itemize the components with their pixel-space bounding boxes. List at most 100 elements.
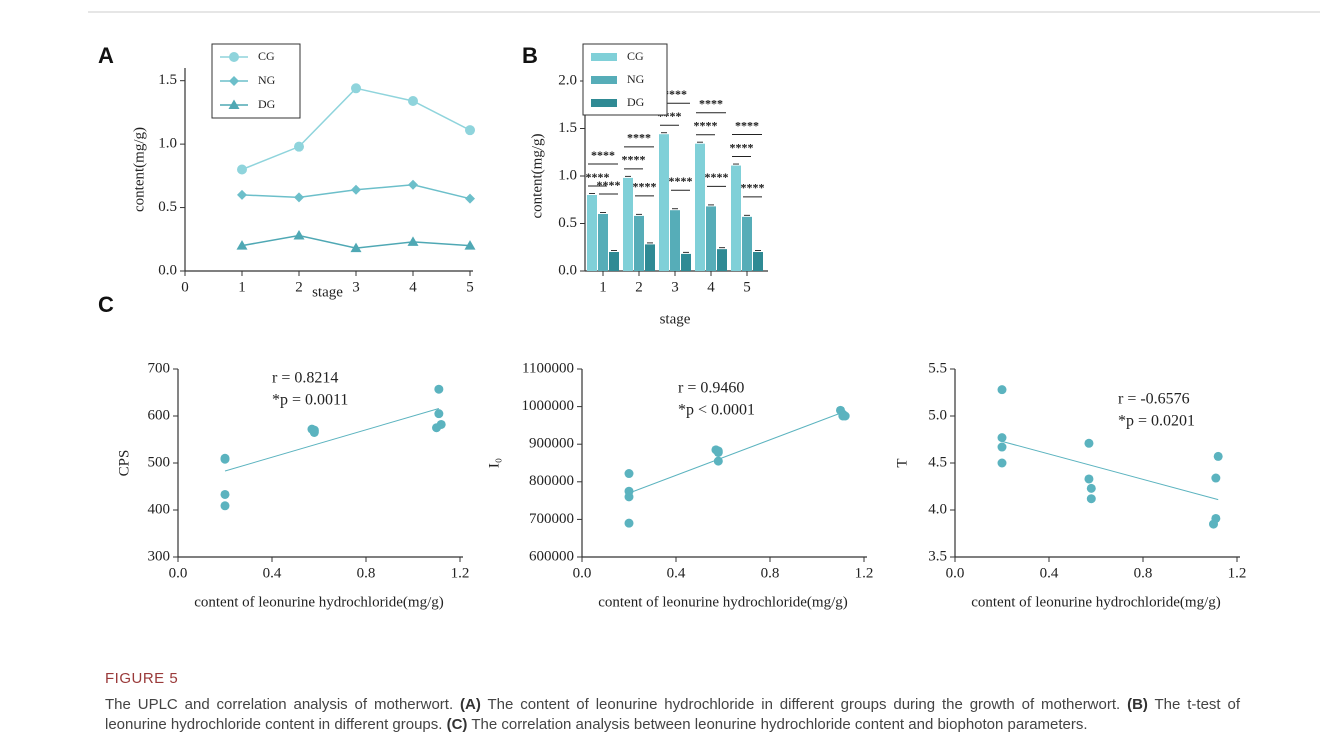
- bar: [623, 177, 633, 271]
- point: [434, 384, 444, 394]
- x-axis-label: stage: [312, 284, 343, 300]
- point: [1084, 438, 1094, 448]
- point: [1086, 494, 1096, 504]
- y-tick-label: 1.5: [158, 72, 177, 88]
- caption-text: The UPLC and correlation analysis of mot…: [105, 695, 1240, 735]
- figure-label: FIGURE 5: [105, 670, 179, 687]
- caption-part: The t-test of leonurine hydrochloride co…: [105, 696, 1240, 733]
- marker: [465, 125, 475, 136]
- marker: [408, 179, 418, 190]
- caption-part: (C): [446, 716, 468, 733]
- significance-label: ****: [730, 140, 754, 154]
- point: [624, 492, 634, 502]
- caption-part: (B): [1127, 696, 1148, 713]
- caption-part: (A): [460, 696, 481, 713]
- x-tick-label: 1.2: [451, 565, 470, 581]
- legend-swatch: [591, 99, 617, 107]
- y-axis-label: content(mg/g): [131, 127, 147, 212]
- caption-part: The content of leonurine hydrochloride i…: [480, 696, 1128, 713]
- y-tick-label: 800000: [529, 473, 574, 489]
- bar: [706, 206, 716, 271]
- y-tick-label: 3.5: [928, 548, 947, 564]
- point: [624, 469, 634, 479]
- x-axis-label: stage: [660, 311, 691, 327]
- significance-label: ****: [627, 131, 651, 145]
- marker: [228, 99, 240, 109]
- marker: [293, 229, 305, 240]
- x-tick-label: 4: [409, 279, 417, 295]
- x-tick-label: 2: [635, 279, 643, 295]
- y-axis-label: content(mg/g): [529, 134, 545, 219]
- point: [713, 447, 723, 457]
- significance-label: ****: [591, 148, 615, 162]
- bar: [695, 143, 705, 271]
- y-axis-label: I₀: [486, 458, 502, 468]
- marker: [407, 236, 419, 246]
- bar: [645, 244, 655, 271]
- x-tick-label: 5: [466, 279, 474, 295]
- x-tick-label: 0.4: [263, 565, 282, 581]
- y-tick-label: 400: [148, 501, 171, 517]
- caption-part: The correlation analysis between leonuri…: [467, 716, 1088, 733]
- x-tick-label: 0.4: [1040, 565, 1059, 581]
- y-tick-label: 700000: [529, 511, 574, 527]
- marker: [351, 83, 361, 94]
- bar: [587, 195, 597, 271]
- x-tick-label: 2: [295, 279, 303, 295]
- x-axis-label: content of leonurine hydrochloride(mg/g): [194, 594, 444, 610]
- point: [713, 456, 723, 466]
- annotation: *p < 0.0001: [678, 402, 755, 419]
- annotation: r = 0.9460: [678, 380, 744, 397]
- marker: [350, 242, 362, 253]
- point: [1084, 474, 1094, 484]
- significance-label: ****: [597, 178, 621, 192]
- marker: [465, 193, 475, 204]
- y-tick-label: 1000000: [522, 398, 575, 414]
- x-tick-label: 0.0: [946, 565, 965, 581]
- x-tick-label: 4: [707, 279, 715, 295]
- legend-label: DG: [258, 97, 276, 111]
- caption-part: The UPLC and correlation analysis of mot…: [105, 696, 461, 713]
- significance-label: ****: [705, 170, 729, 184]
- legend-label: NG: [627, 72, 645, 86]
- significance-label: ****: [622, 153, 646, 167]
- marker: [408, 95, 418, 106]
- y-tick-label: 0.5: [558, 215, 577, 231]
- point: [997, 433, 1007, 443]
- y-tick-label: 500: [148, 454, 171, 470]
- y-tick-label: 5.0: [928, 407, 947, 423]
- legend-label: DG: [627, 95, 645, 109]
- y-tick-label: 1.0: [558, 167, 577, 183]
- fit-line: [1001, 440, 1219, 501]
- fit-line: [224, 408, 439, 472]
- x-axis-label: content of leonurine hydrochloride(mg/g): [598, 594, 848, 610]
- x-tick-label: 1.2: [855, 565, 874, 581]
- bar: [753, 252, 763, 271]
- figure: A B C 0.0 0.5 1.0 1.5 content(mg/g) stage 0 1 2 3…: [88, 11, 1320, 610]
- legend-label: CG: [627, 49, 644, 63]
- y-tick-label: 600: [148, 407, 171, 423]
- significance-label: ****: [741, 181, 765, 195]
- point: [434, 409, 444, 419]
- y-tick-label: 600000: [529, 548, 574, 564]
- y-tick-label: 1.0: [158, 136, 177, 152]
- x-tick-label: 3: [671, 279, 679, 295]
- y-tick-label: 700: [148, 360, 171, 376]
- point: [997, 385, 1007, 395]
- y-tick-label: 0.0: [558, 262, 577, 278]
- y-tick-label: 900000: [529, 436, 574, 452]
- significance-label: ****: [669, 174, 693, 188]
- significance-label: ****: [699, 96, 723, 110]
- y-axis-label: T: [894, 458, 910, 467]
- caption: FIGURE 5 The UPLC and correlation analys…: [105, 670, 1240, 735]
- y-tick-label: 0.0: [158, 262, 177, 278]
- y-tick-label: 4.0: [928, 501, 947, 517]
- x-tick-label: 1: [599, 279, 607, 295]
- bar: [598, 214, 608, 271]
- y-tick-label: 4.5: [928, 454, 947, 470]
- panel-label: B: [522, 43, 538, 68]
- bar: [681, 253, 691, 271]
- legend-label: NG: [258, 73, 276, 87]
- x-tick-label: 0.0: [169, 565, 188, 581]
